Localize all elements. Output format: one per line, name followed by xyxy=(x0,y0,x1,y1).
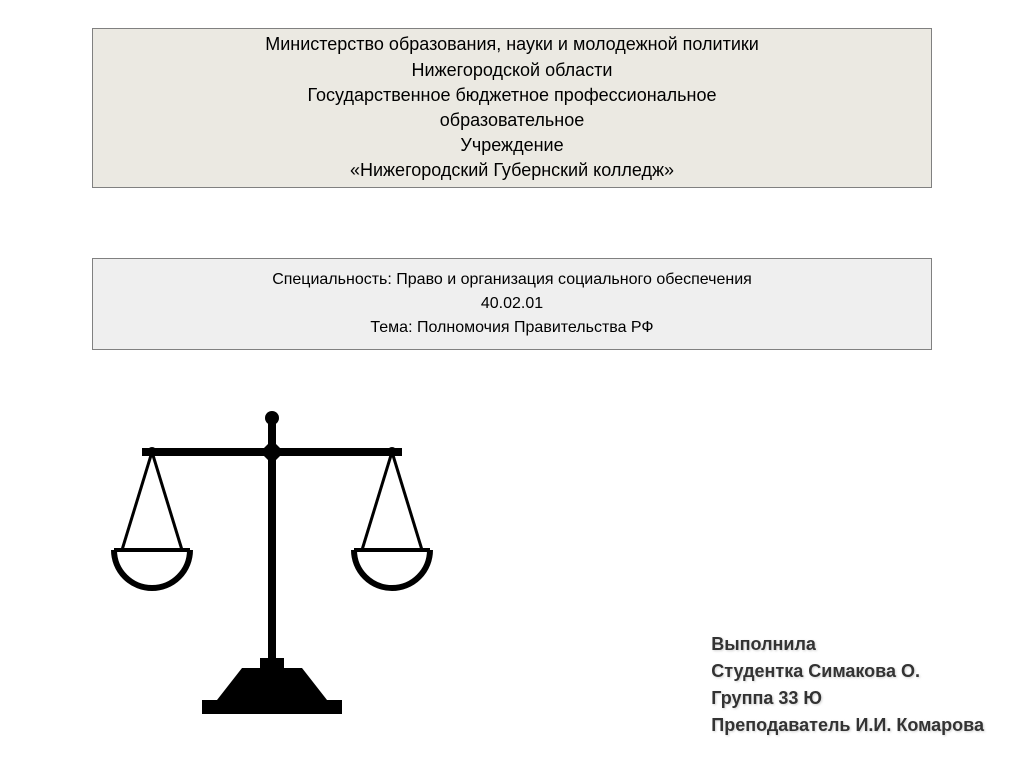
header-line-5: Учреждение xyxy=(460,133,563,158)
header-line-2: Нижегородской области xyxy=(412,58,613,83)
author-line-4: Преподаватель И.И. Комарова xyxy=(711,712,984,739)
header-institution-box: Министерство образования, науки и молоде… xyxy=(92,28,932,188)
subject-line-2: 40.02.01 xyxy=(481,292,543,316)
scales-of-justice-icon xyxy=(92,400,452,720)
subject-box: Специальность: Право и организация социа… xyxy=(92,258,932,350)
author-info-box: Выполнила Студентка Симакова О. Группа 3… xyxy=(711,631,984,739)
header-line-1: Министерство образования, науки и молоде… xyxy=(265,32,759,57)
header-line-3: Государственное бюджетное профессиональн… xyxy=(307,83,716,108)
subject-line-1: Специальность: Право и организация социа… xyxy=(272,268,752,292)
author-line-2: Студентка Симакова О. xyxy=(711,658,984,685)
author-line-3: Группа 33 Ю xyxy=(711,685,984,712)
header-line-6: «Нижегородский Губернский колледж» xyxy=(350,158,674,183)
subject-line-3: Тема: Полномочия Правительства РФ xyxy=(370,316,653,340)
header-line-4: образовательное xyxy=(440,108,584,133)
author-line-1: Выполнила xyxy=(711,631,984,658)
